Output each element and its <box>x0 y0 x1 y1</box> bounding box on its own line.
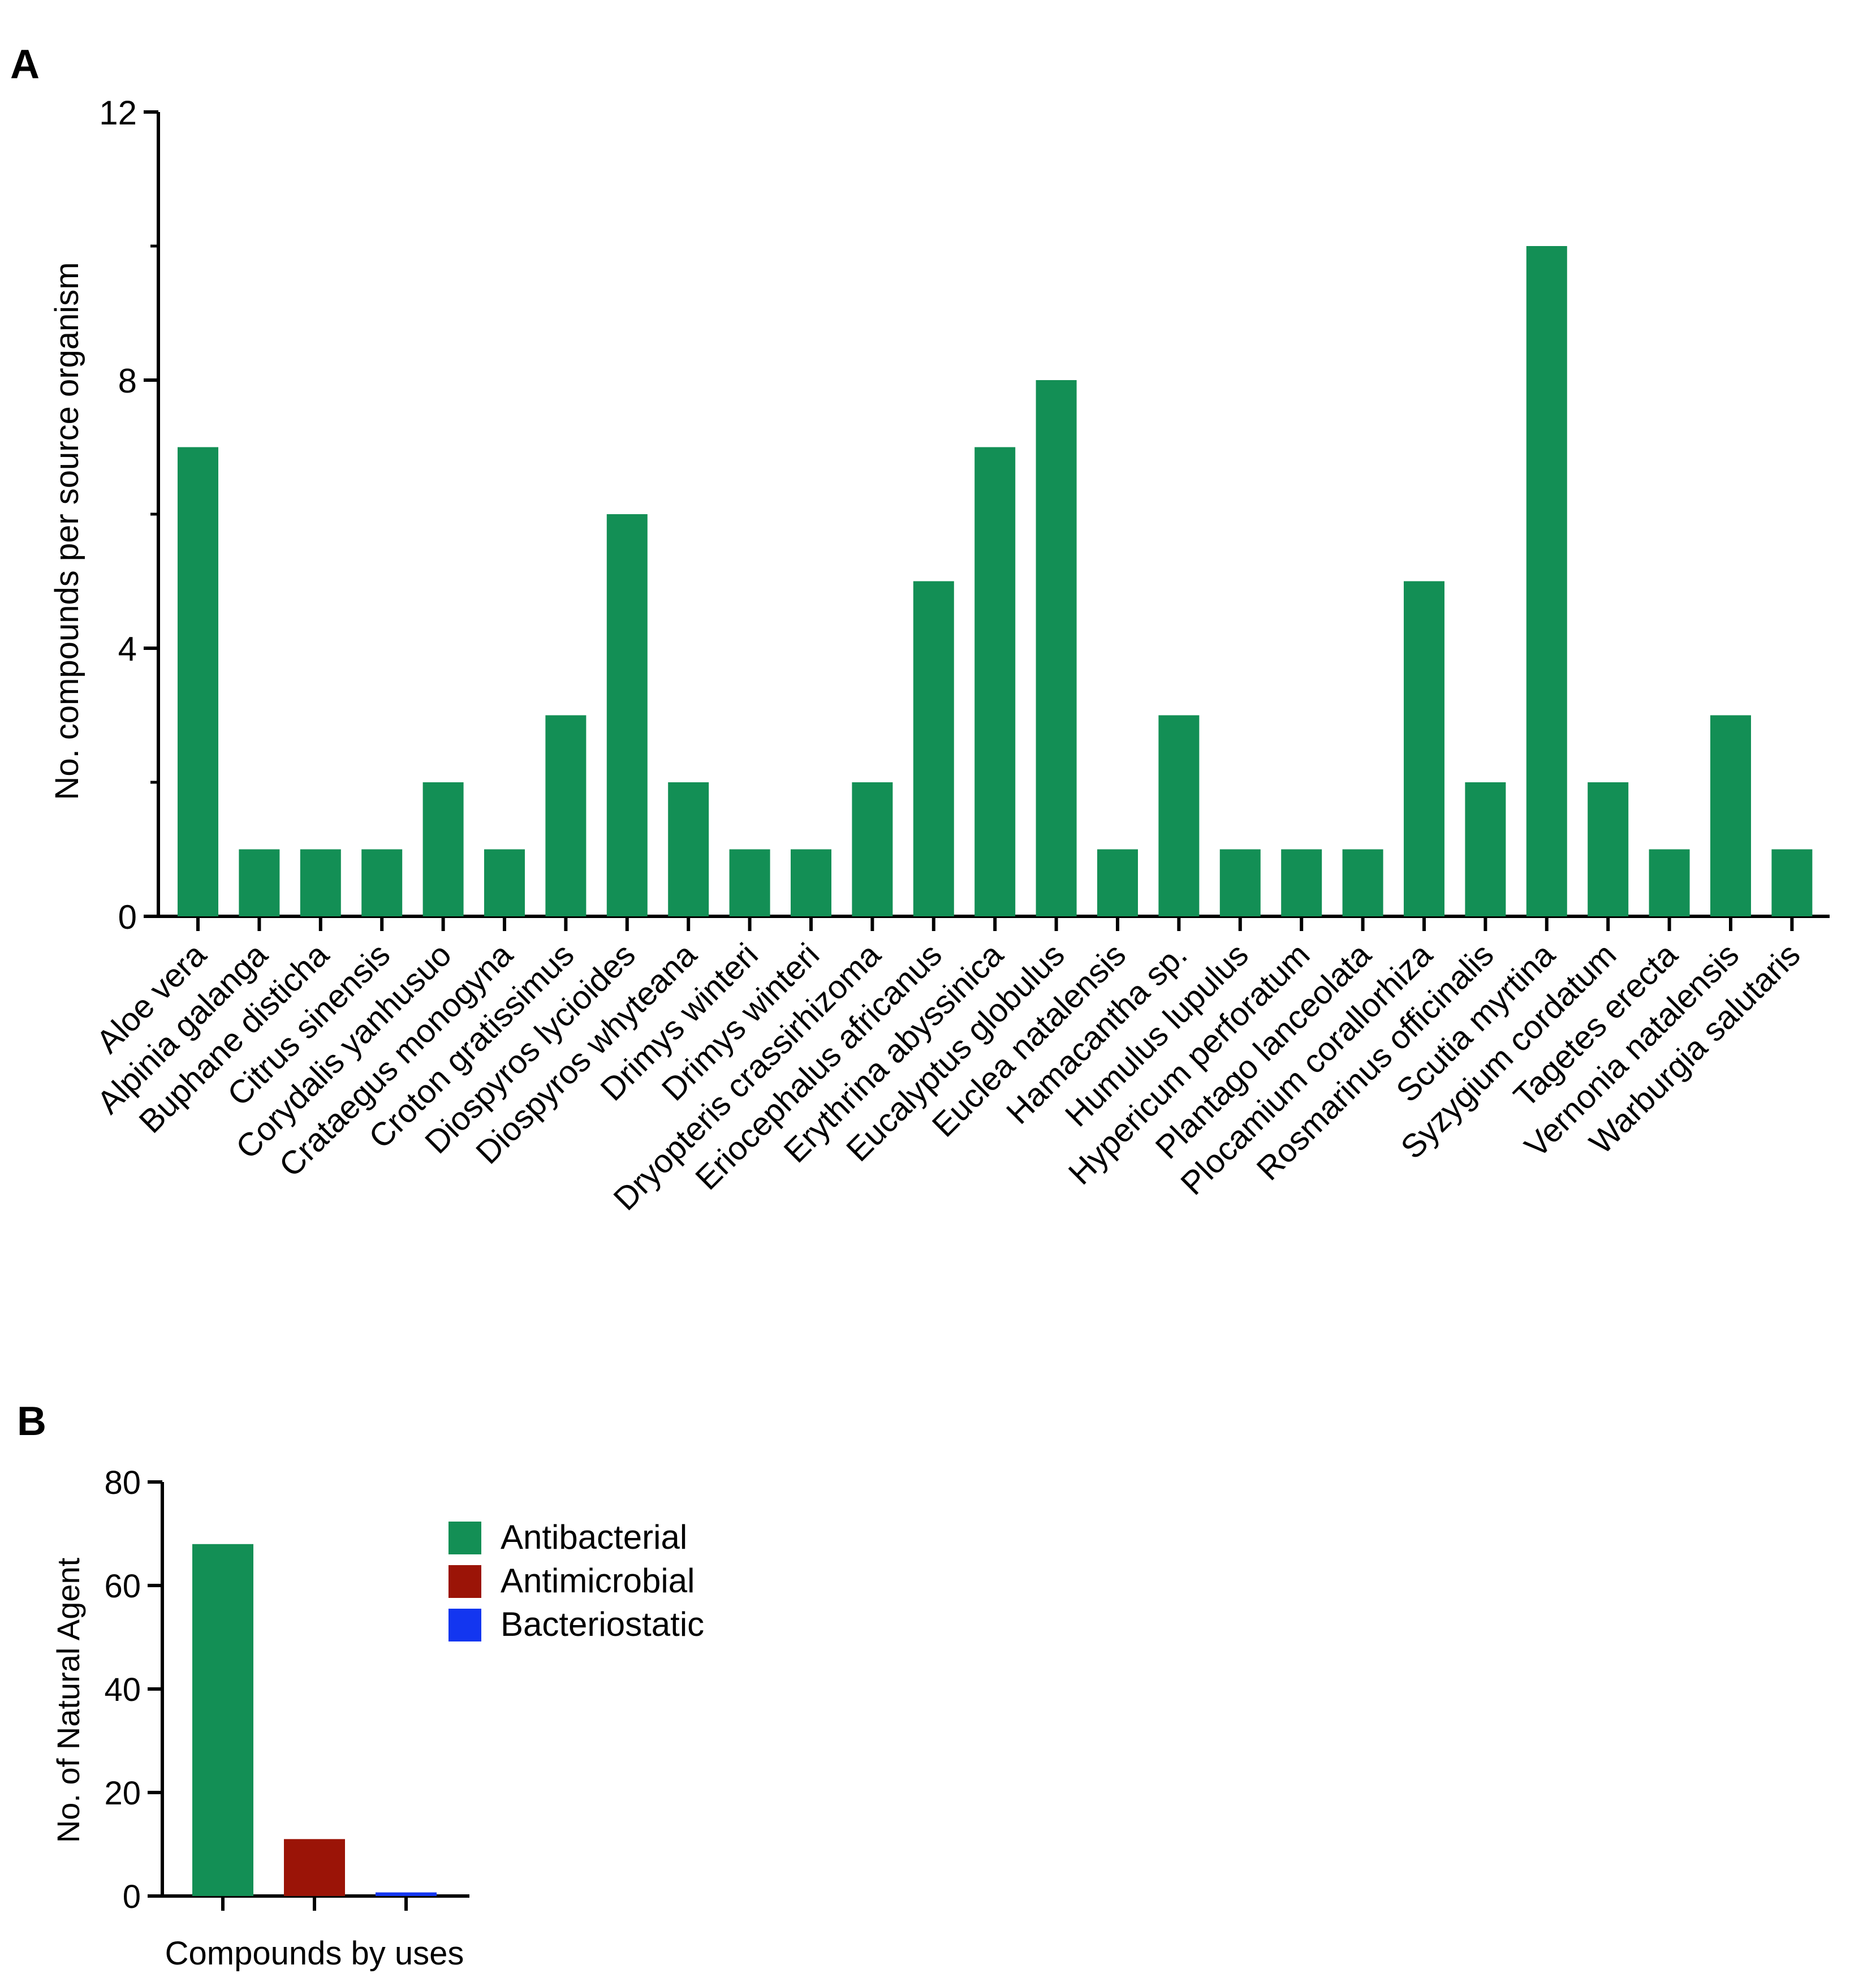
bar-a <box>1097 849 1138 916</box>
y-axis-label-a: No. compounds per source organism <box>49 262 85 800</box>
y-tick-label-b: 60 <box>104 1568 141 1605</box>
y-axis-label-b: No. of Natural Agent <box>50 1557 86 1843</box>
y-tick-label-a: 4 <box>118 630 137 668</box>
legend-label-b: Antimicrobial <box>501 1562 695 1600</box>
bar-b <box>376 1892 437 1896</box>
bar-a <box>791 849 831 916</box>
legend-swatch-b <box>448 1565 481 1598</box>
legend-label-b: Bacteriostatic <box>501 1605 704 1643</box>
bar-a <box>852 782 893 916</box>
bar-b <box>192 1544 253 1896</box>
bar-a <box>1342 849 1383 916</box>
panel-label-b: B <box>17 1399 46 1444</box>
bar-a <box>1771 849 1813 916</box>
bar-a <box>1588 782 1629 916</box>
bar-a <box>1526 246 1567 916</box>
bar-a <box>1465 782 1506 916</box>
y-tick-label-a: 8 <box>118 362 137 400</box>
bar-a <box>606 514 648 916</box>
bar-a <box>1710 715 1751 916</box>
y-tick-label-a: 12 <box>99 94 137 132</box>
y-tick-label-b: 40 <box>104 1671 141 1708</box>
bar-a <box>300 849 341 916</box>
bar-a <box>361 849 403 916</box>
chart-b: 0 20 40 60 80 No. of Natural Agent Compounds b… <box>50 1464 704 1972</box>
bar-a <box>1281 849 1322 916</box>
bar-a <box>484 849 525 916</box>
bar-a <box>1158 715 1200 916</box>
bar-a <box>1036 380 1077 916</box>
bar-a <box>1219 849 1261 916</box>
panel-label-a: A <box>10 42 40 87</box>
legend-label-b: Antibacterial <box>501 1518 687 1556</box>
bar-a <box>913 581 954 916</box>
x-axis-label-b: Compounds by uses <box>165 1935 464 1972</box>
bar-a <box>729 849 770 916</box>
y-tick-label-a: 0 <box>118 898 137 936</box>
bar-a <box>1404 581 1444 916</box>
bar-b <box>284 1839 345 1896</box>
bar-a <box>545 715 586 916</box>
y-tick-label-b: 20 <box>104 1775 141 1812</box>
bar-a <box>178 447 218 916</box>
y-tick-label-b: 80 <box>104 1464 141 1501</box>
y-tick-label-b: 0 <box>123 1878 141 1915</box>
bar-a <box>668 782 709 916</box>
bar-a <box>1649 849 1690 916</box>
bar-a <box>422 782 464 916</box>
legend-swatch-b <box>448 1522 481 1554</box>
bar-a <box>239 849 280 916</box>
bar-a <box>974 447 1016 916</box>
legend-swatch-b <box>448 1609 481 1641</box>
